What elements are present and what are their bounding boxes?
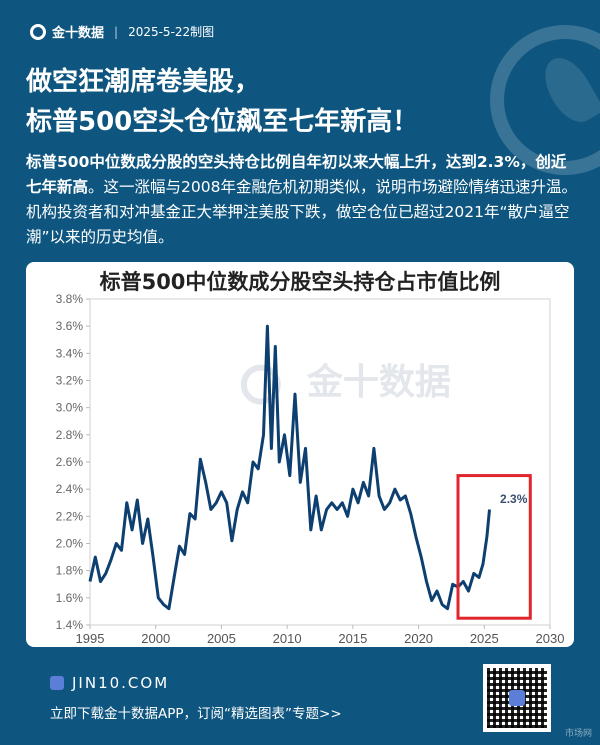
divider: | [114, 24, 119, 39]
svg-text:2.3%: 2.3% [500, 492, 528, 506]
svg-text:3.8%: 3.8% [56, 292, 84, 306]
date-label: 2025-5-22制图 [128, 25, 215, 39]
svg-text:2.6%: 2.6% [56, 455, 84, 469]
download-cta[interactable]: 立即下载金十数据APP，订阅“精选图表”专题>> [50, 706, 342, 722]
site-url[interactable]: JIN10.COM [72, 674, 170, 692]
svg-text:2.2%: 2.2% [56, 509, 84, 523]
summary-rest: 。这一涨幅与2008年金融危机初期类似，说明市场避险情绪迅速升温。机构投资者和对… [26, 178, 577, 246]
page-title: 做空狂潮席卷美股， 标普500空头仓位飙至七年新高！ [26, 62, 418, 142]
svg-text:2.0%: 2.0% [56, 537, 84, 551]
summary-bold: 标普500中位数成分股的空头持仓比例自年初以来大幅上升，达到2.3%，创近七年新… [26, 153, 567, 196]
title-line-2: 标普500空头仓位飙至七年新高！ [26, 107, 419, 137]
svg-text:金十数据: 金十数据 [306, 361, 451, 403]
corner-watermark: 市场网 [564, 729, 592, 739]
svg-text:3.0%: 3.0% [56, 401, 84, 415]
jin10-app-icon [50, 676, 64, 690]
line-chart: 1.4% 1.6% 1.8% 2.0% 2.2% 2.4% 2.6% 2.8% 3.0% 3.2%… [56, 292, 565, 646]
svg-text:2.8%: 2.8% [56, 428, 84, 442]
summary-paragraph: 标普500中位数成分股的空头持仓比例自年初以来大幅上升，达到2.3%，创近七年新… [26, 150, 578, 250]
header: 金十数据 | 2025-5-22制图 [30, 22, 214, 41]
svg-text:2030: 2030 [536, 631, 565, 646]
svg-text:1.4%: 1.4% [56, 618, 84, 632]
title-line-1: 做空狂潮席卷美股， [26, 67, 261, 97]
chart-card: 标普500中位数成分股空头持仓占市值比例 1.4% 1.6% 1.8% 2.0% 2.2… [26, 262, 574, 647]
svg-text:1995: 1995 [76, 631, 105, 646]
jin10-logo-icon [30, 23, 46, 40]
svg-text:2015: 2015 [338, 631, 367, 646]
svg-text:3.6%: 3.6% [56, 319, 84, 333]
svg-text:3.2%: 3.2% [56, 374, 84, 388]
svg-text:2010: 2010 [273, 631, 302, 646]
svg-text:2.4%: 2.4% [56, 482, 84, 496]
qr-logo-icon [509, 690, 525, 706]
brand-name: 金十数据 [52, 26, 105, 41]
qr-code [483, 664, 551, 732]
svg-text:3.4%: 3.4% [56, 346, 84, 360]
chart-title: 标普500中位数成分股空头持仓占市值比例 [99, 270, 501, 294]
svg-text:2020: 2020 [404, 631, 433, 646]
svg-text:2005: 2005 [207, 631, 236, 646]
footer-site[interactable]: JIN10.COM [50, 674, 169, 692]
svg-text:2000: 2000 [141, 631, 170, 646]
svg-text:1.6%: 1.6% [56, 591, 84, 605]
svg-text:2025: 2025 [470, 631, 499, 646]
svg-text:1.8%: 1.8% [56, 564, 84, 578]
